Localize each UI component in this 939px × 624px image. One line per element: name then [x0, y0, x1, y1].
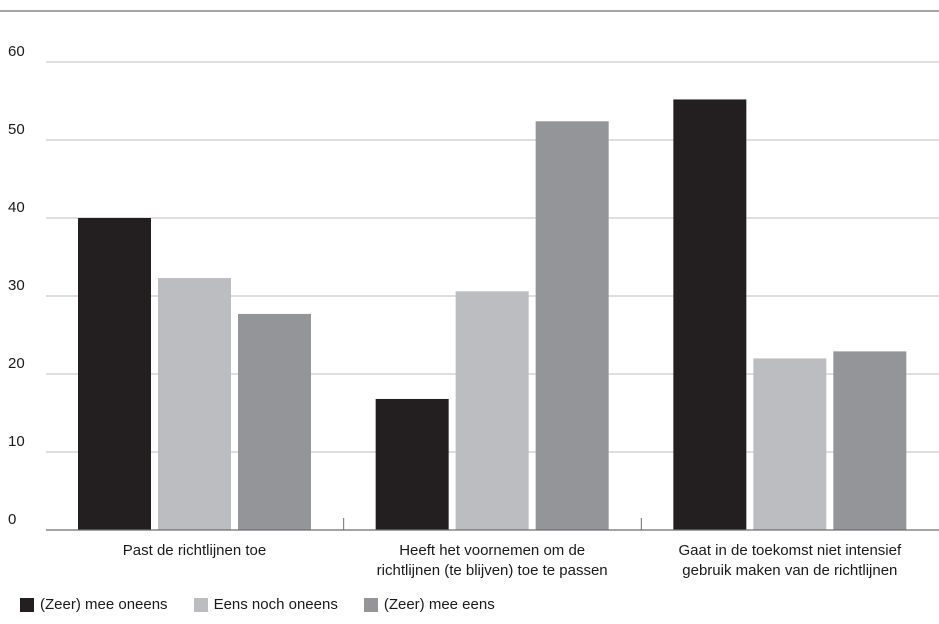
y-tick-label-10: 10	[8, 433, 25, 450]
x-category-label-2: Heeft het voornemen om de richtlijnen (te…	[377, 542, 608, 579]
legend-label-zeer-mee-eens: (Zeer) mee eens	[383, 596, 495, 613]
bars	[78, 99, 907, 530]
bar-cat3-series2	[753, 358, 827, 530]
legend: (Zeer) mee oneens Eens noch oneens (Zeer…	[20, 596, 521, 613]
legend-item-zeer-mee-oneens: (Zeer) mee oneens	[20, 596, 168, 613]
x-category-label-3: Gaat in de toekomst niet intensief gebrui…	[679, 542, 902, 579]
y-tick-label-60: 60	[8, 43, 25, 60]
y-tick-label-20: 20	[8, 355, 25, 372]
bar-cat2-series3	[535, 121, 609, 530]
y-tick-label-50: 50	[8, 121, 25, 138]
bar-cat1-series2	[158, 278, 231, 530]
y-axis-labels: 0 10 20 30 40 50 60	[8, 43, 25, 528]
y-tick-label-40: 40	[8, 199, 25, 216]
bar-chart: 0 10 20 30 40 50 60 Past de richtlijnen toe Hee…	[0, 10, 939, 579]
legend-swatch-zeer-mee-eens	[363, 597, 378, 612]
legend-label-eens-noch-oneens: Eens noch oneens	[213, 596, 338, 613]
legend-item-eens-noch-oneens: Eens noch oneens	[193, 596, 338, 613]
bar-cat1-series1	[78, 218, 151, 530]
legend-swatch-eens-noch-oneens	[193, 597, 208, 612]
bar-cat2-series2	[455, 291, 529, 530]
legend-swatch-zeer-mee-oneens	[20, 597, 34, 612]
y-tick-label-0: 0	[8, 511, 16, 528]
y-tick-label-30: 30	[8, 277, 25, 294]
legend-label-zeer-mee-oneens: (Zeer) mee oneens	[40, 596, 168, 613]
bar-cat3-series1	[673, 99, 747, 530]
bar-cat2-series1	[375, 398, 449, 530]
legend-item-zeer-mee-eens: (Zeer) mee eens	[363, 596, 495, 613]
x-axis-labels: Past de richtlijnen toe Heeft het voornem…	[123, 542, 902, 579]
bar-cat3-series3	[833, 351, 907, 530]
x-category-label-1: Past de richtlijnen toe	[123, 542, 266, 559]
x-axis-ticks	[343, 518, 642, 530]
bar-cat1-series3	[238, 313, 311, 530]
